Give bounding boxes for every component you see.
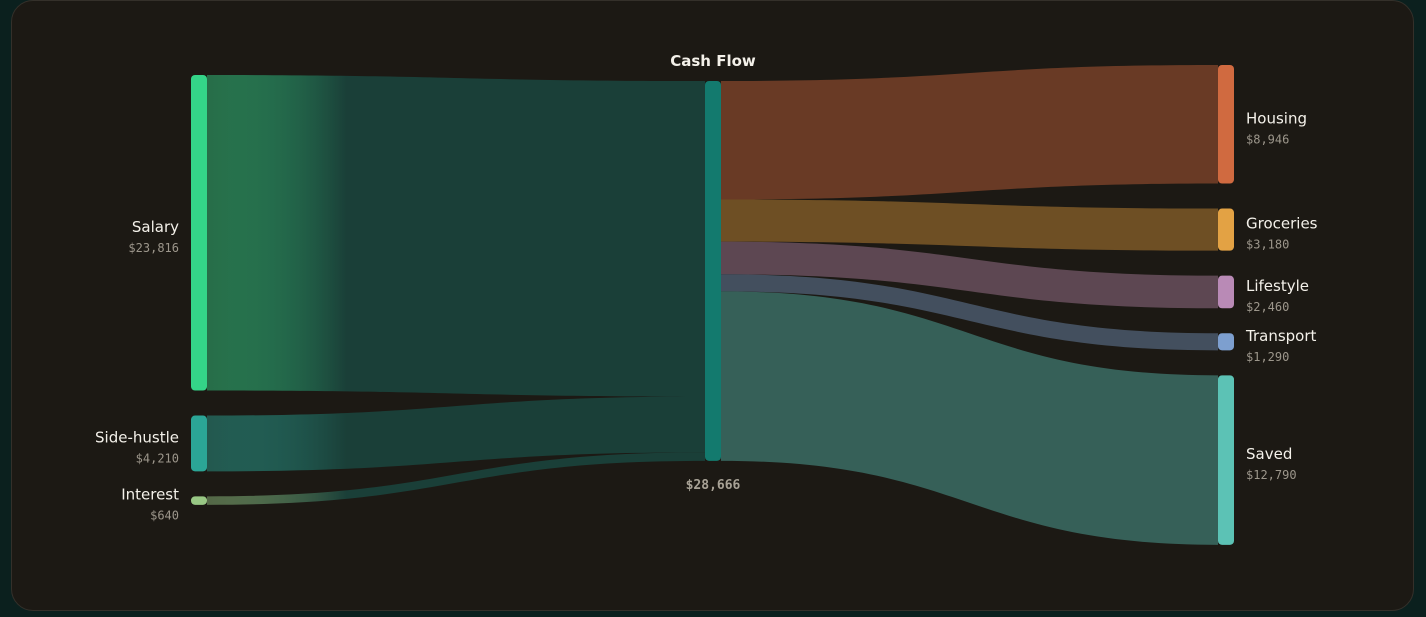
link-cash-flow-to-lifestyle xyxy=(721,241,1218,309)
label-transport: Transport xyxy=(1245,327,1317,345)
node-lifestyle[interactable] xyxy=(1218,275,1234,309)
label-groceries: Groceries xyxy=(1246,215,1318,233)
value-housing: $8,946 xyxy=(1246,132,1289,146)
node-groceries[interactable] xyxy=(1218,208,1234,251)
value-transport: $1,290 xyxy=(1246,350,1289,364)
label-lifestyle: Lifestyle xyxy=(1246,277,1309,295)
value-groceries: $3,180 xyxy=(1246,238,1289,252)
link-interest-to-cash-flow xyxy=(207,452,705,505)
link-cash-flow-to-saved xyxy=(721,291,1218,545)
node-housing[interactable] xyxy=(1218,65,1234,184)
value-lifestyle: $2,460 xyxy=(1246,300,1289,314)
label-salary: Salary xyxy=(132,218,179,236)
node-saved[interactable] xyxy=(1218,375,1234,545)
value-side-hustle: $4,210 xyxy=(136,451,179,465)
value-salary: $23,816 xyxy=(128,241,179,255)
label-saved: Saved xyxy=(1246,445,1292,463)
center-total-label: $28,666 xyxy=(686,478,741,493)
node-interest[interactable] xyxy=(191,496,207,505)
link-salary-to-cash-flow xyxy=(207,75,705,397)
node-cash-flow[interactable] xyxy=(705,81,721,461)
label-interest: Interest xyxy=(121,486,179,504)
chart-title: Cash Flow xyxy=(670,52,756,70)
link-cash-flow-to-transport xyxy=(721,274,1218,351)
flow-links xyxy=(207,65,1218,545)
value-saved: $12,790 xyxy=(1246,468,1297,482)
node-side-hustle[interactable] xyxy=(191,415,207,472)
value-interest: $640 xyxy=(150,509,179,523)
label-side-hustle: Side-hustle xyxy=(95,428,179,446)
flow-nodes xyxy=(191,65,1234,545)
label-housing: Housing xyxy=(1246,109,1307,127)
link-cash-flow-to-housing xyxy=(721,65,1218,200)
link-side-hustle-to-cash-flow xyxy=(207,396,705,472)
node-transport[interactable] xyxy=(1218,333,1234,351)
node-labels: Salary $23,816 Side-hustle $4,210 Interest $6… xyxy=(95,109,1318,522)
node-salary[interactable] xyxy=(191,75,207,391)
link-cash-flow-to-groceries xyxy=(721,199,1218,251)
